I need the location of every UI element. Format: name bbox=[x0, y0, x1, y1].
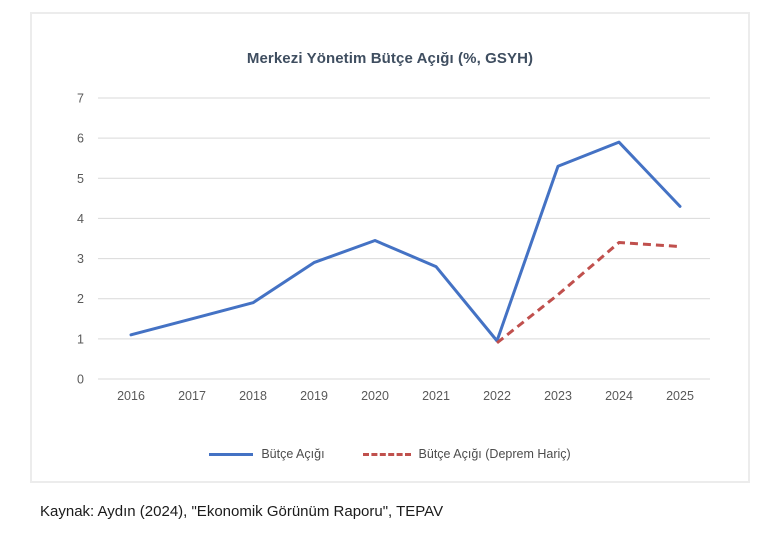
dashed-line-swatch-icon bbox=[362, 452, 411, 456]
x-axis-tick-label: 2018 bbox=[239, 389, 267, 403]
chart-legend: Bütçe Açığı Bütçe Açığı (Deprem Hariç) bbox=[32, 447, 748, 461]
legend-item-budget-deficit-excl-earthquake: Bütçe Açığı (Deprem Hariç) bbox=[362, 447, 571, 461]
x-axis-tick-label: 2017 bbox=[178, 389, 206, 403]
y-axis-tick-label: 1 bbox=[77, 332, 84, 346]
x-axis-tick-label: 2023 bbox=[544, 389, 572, 403]
x-axis-tick-label: 2016 bbox=[117, 389, 145, 403]
budget-deficit-excl-earthquake-line bbox=[496, 241, 681, 345]
y-axis-tick-label: 6 bbox=[77, 132, 84, 146]
y-axis-tick-label: 4 bbox=[77, 212, 84, 226]
chart-title: Merkezi Yönetim Bütçe Açığı (%, GSYH) bbox=[246, 50, 534, 67]
line-chart: 0 1 2 3 4 5 6 7 2016 2017 2018 2019 2020 2021 2022 2023… bbox=[77, 92, 710, 403]
x-axis-tick-label: 2022 bbox=[483, 389, 511, 403]
y-axis-tick-label: 5 bbox=[77, 172, 84, 186]
legend-item-budget-deficit: Bütçe Açığı bbox=[209, 447, 325, 461]
y-axis-tick-label: 7 bbox=[77, 92, 84, 106]
y-axis-tick-label: 0 bbox=[77, 373, 84, 387]
source-note: Kaynak: Aydın (2024), "Ekonomik Görünüm … bbox=[40, 503, 444, 520]
x-axis-tick-label: 2021 bbox=[422, 389, 450, 403]
x-axis-tick-label: 2024 bbox=[605, 389, 633, 403]
x-axis-tick-label: 2025 bbox=[666, 389, 694, 403]
legend-label: Bütçe Açığı (Deprem Hariç) bbox=[418, 447, 571, 461]
budget-deficit-line bbox=[129, 140, 682, 343]
x-axis-tick-label: 2019 bbox=[300, 389, 328, 403]
chart-panel: 0 1 2 3 4 5 6 7 2016 2017 2018 2019 2020 2021 2022 2023… bbox=[30, 12, 750, 483]
legend-label: Bütçe Açığı bbox=[261, 447, 325, 461]
x-axis-tick-label: 2020 bbox=[361, 389, 389, 403]
y-axis-tick-label: 3 bbox=[77, 252, 84, 266]
y-axis-tick-label: 2 bbox=[77, 292, 84, 306]
solid-line-swatch-icon bbox=[209, 452, 254, 456]
